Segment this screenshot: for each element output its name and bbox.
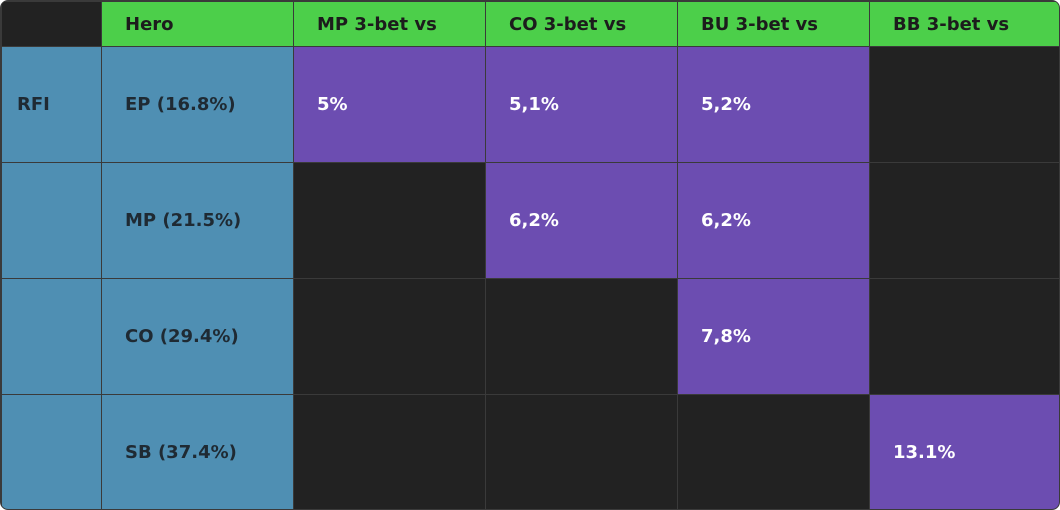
row-group-label: RFI	[1, 46, 102, 163]
row-group-label	[1, 278, 102, 395]
empty-cell	[869, 162, 1059, 279]
row-group-label	[1, 394, 102, 509]
bu-3bet-value: 5,2%	[677, 46, 870, 163]
header-hero: Hero	[101, 1, 294, 47]
hero-position-cell: MP (21.5%)	[101, 162, 294, 279]
bu-3bet-value: 6,2%	[677, 162, 870, 279]
co-3bet-value: 5,1%	[485, 46, 678, 163]
row-group-label	[1, 162, 102, 279]
bu-3bet-value: 7,8%	[677, 278, 870, 395]
mp-3bet-value: 5%	[293, 46, 486, 163]
empty-cell	[485, 394, 678, 509]
header-bu-3bet: BU 3-bet vs	[677, 1, 870, 47]
corner-cell	[1, 1, 102, 47]
empty-cell	[293, 278, 486, 395]
table-row: RFI EP (16.8%) 5% 5,1% 5,2%	[1, 46, 1059, 163]
hero-position-cell: EP (16.8%)	[101, 46, 294, 163]
header-mp-3bet: MP 3-bet vs	[293, 1, 486, 47]
table-row: CO (29.4%) 7,8%	[1, 278, 1059, 395]
header-bb-3bet: BB 3-bet vs	[869, 1, 1059, 47]
empty-cell	[293, 394, 486, 509]
empty-cell	[485, 278, 678, 395]
hero-position-cell: CO (29.4%)	[101, 278, 294, 395]
hero-position-cell: SB (37.4%)	[101, 394, 294, 509]
empty-cell	[293, 162, 486, 279]
empty-cell	[869, 278, 1059, 395]
empty-cell	[869, 46, 1059, 163]
table-row: SB (37.4%) 13.1%	[1, 394, 1059, 509]
header-row: Hero MP 3-bet vs CO 3-bet vs BU 3-bet vs…	[1, 1, 1059, 47]
header-co-3bet: CO 3-bet vs	[485, 1, 678, 47]
empty-cell	[677, 394, 870, 509]
bb-3bet-value: 13.1%	[869, 394, 1059, 509]
co-3bet-value: 6,2%	[485, 162, 678, 279]
table-row: MP (21.5%) 6,2% 6,2%	[1, 162, 1059, 279]
